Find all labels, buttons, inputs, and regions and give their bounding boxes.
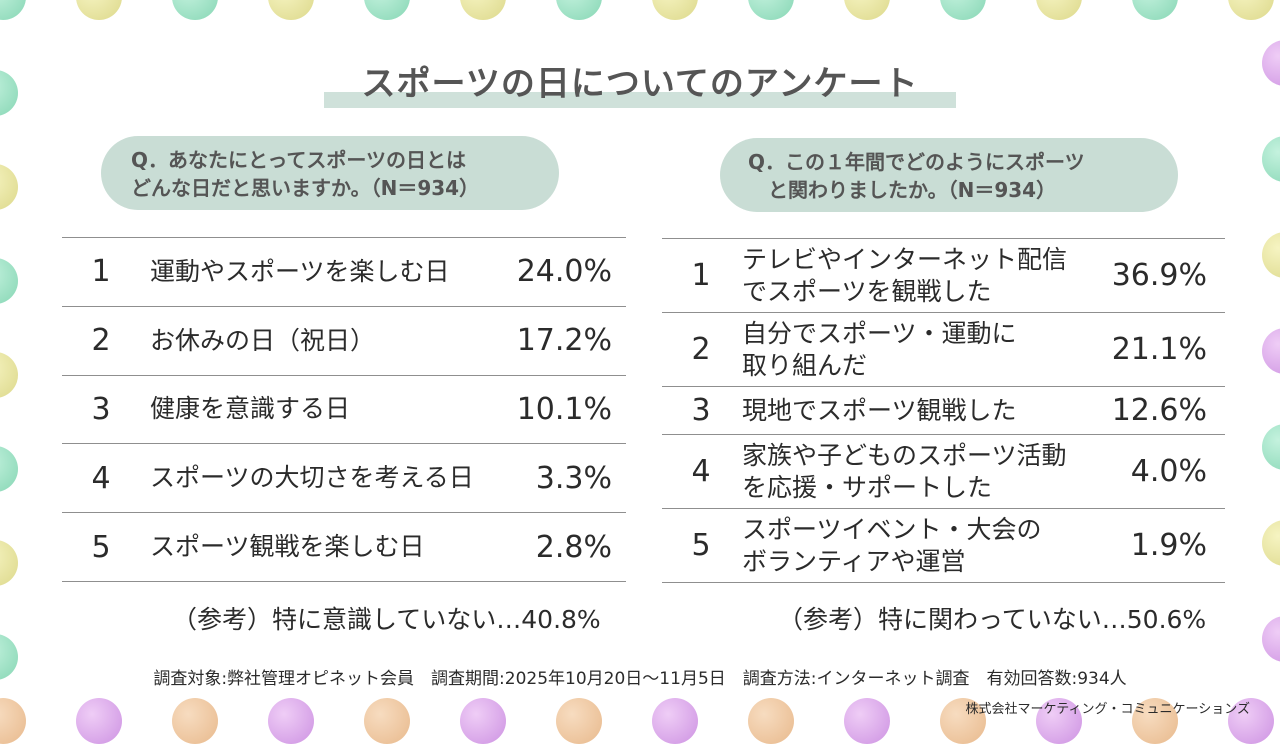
answer-label: 現地でスポーツ観戦した	[742, 395, 1017, 425]
rank-number: 5	[91, 529, 111, 565]
decorative-dot	[1228, 0, 1274, 20]
decorative-dot	[76, 698, 122, 744]
answer-percentage: 10.1%	[516, 391, 612, 427]
ranking-table-left: 1 運動やスポーツを楽しむ日 24.0% 2 お休みの日（祝日） 17.2% 3…	[62, 237, 626, 582]
decorative-dot	[1262, 424, 1280, 470]
decorative-dot	[0, 164, 18, 210]
table-row: 4 スポーツの大切さを考える日 3.3%	[62, 444, 626, 514]
answer-percentage: 12.6%	[1111, 393, 1207, 428]
decorative-dot	[1262, 232, 1280, 278]
decorative-dot	[1262, 40, 1280, 86]
title-underline-band	[324, 92, 956, 108]
answer-label: スポーツ観戦を楽しむ日	[150, 532, 425, 562]
answer-percentage: 2.8%	[535, 529, 612, 565]
decorative-dot	[556, 698, 602, 744]
decorative-dot	[1036, 0, 1082, 20]
table-row: 5 スポーツイベント・大会の ボランティアや運営 1.9%	[662, 509, 1225, 583]
decorative-dot	[844, 698, 890, 744]
answer-label: 運動やスポーツを楽しむ日	[150, 256, 450, 286]
decorative-dot	[748, 698, 794, 744]
answer-label: スポーツイベント・大会の ボランティアや運営	[742, 514, 1042, 576]
question-left: Q．あなたにとってスポーツの日とは どんな日だと思いますか。（N＝934）	[101, 136, 559, 210]
decorative-dot	[748, 0, 794, 20]
rank-number: 3	[91, 391, 111, 427]
decorative-dot	[172, 698, 218, 744]
decorative-dot	[652, 0, 698, 20]
rank-number: 4	[691, 454, 711, 489]
answer-label: お休みの日（祝日）	[150, 325, 376, 355]
table-row: 5 スポーツ観戦を楽しむ日 2.8%	[62, 513, 626, 582]
answer-label: テレビやインターネット配信 でスポーツを観戦した	[742, 244, 1068, 306]
answer-percentage: 36.9%	[1111, 258, 1207, 293]
decorative-dot	[0, 634, 18, 680]
table-row: 1 運動やスポーツを楽しむ日 24.0%	[62, 238, 626, 307]
decorative-dot	[0, 698, 26, 744]
survey-details: 調査対象:弊社管理オピネット会員 調査期間:2025年10月20日〜11月5日 …	[153, 669, 1127, 689]
table-row: 4 家族や子どものスポーツ活動 を応援・サポートした 4.0%	[662, 435, 1225, 509]
decorative-dot	[1262, 136, 1280, 182]
answer-percentage: 24.0%	[516, 254, 612, 290]
decorative-dot	[1262, 328, 1280, 374]
decorative-dot	[0, 0, 26, 20]
table-row: 2 お休みの日（祝日） 17.2%	[62, 307, 626, 376]
decorative-dot	[172, 0, 218, 20]
reference-note-right: （参考）特に関わっていない…50.6%	[778, 605, 1207, 634]
decorative-dot	[0, 540, 18, 586]
rank-number: 5	[691, 528, 711, 563]
ranking-table-right: 1 テレビやインターネット配信 でスポーツを観戦した 36.9% 2 自分でスポ…	[662, 238, 1225, 583]
decorative-dot	[1132, 0, 1178, 20]
rank-number: 1	[691, 258, 711, 293]
decorative-dot	[460, 0, 506, 20]
decorative-dot	[460, 698, 506, 744]
table-row: 3 健康を意識する日 10.1%	[62, 376, 626, 445]
rank-number: 2	[91, 323, 111, 359]
decorative-dot	[268, 0, 314, 20]
answer-percentage: 4.0%	[1130, 454, 1207, 489]
decorative-dot	[652, 698, 698, 744]
decorative-dot	[0, 446, 18, 492]
answer-label: 家族や子どものスポーツ活動 を応援・サポートした	[742, 440, 1067, 502]
answer-label: スポーツの大切さを考える日	[150, 463, 474, 493]
rank-number: 3	[691, 393, 711, 428]
answer-percentage: 21.1%	[1111, 332, 1207, 367]
decorative-dot	[364, 698, 410, 744]
question-right: Q．この１年間でどのようにスポーツ と関わりましたか。（N＝934）	[720, 138, 1178, 212]
decorative-dot	[0, 70, 18, 116]
answer-percentage: 3.3%	[535, 460, 612, 496]
answer-percentage: 1.9%	[1130, 528, 1207, 563]
decorative-dot	[0, 352, 18, 398]
rank-number: 2	[691, 332, 711, 367]
decorative-dot	[364, 0, 410, 20]
answer-percentage: 17.2%	[516, 323, 612, 359]
reference-note-left: （参考）特に意識していない…40.8%	[172, 605, 601, 634]
table-row: 1 テレビやインターネット配信 でスポーツを観戦した 36.9%	[662, 239, 1225, 313]
page-title: スポーツの日についてのアンケート	[361, 64, 919, 104]
decorative-dot	[268, 698, 314, 744]
table-row: 2 自分でスポーツ・運動に 取り組んだ 21.1%	[662, 313, 1225, 387]
decorative-dot	[844, 0, 890, 20]
decorative-dot	[76, 0, 122, 20]
decorative-dot	[1262, 520, 1280, 566]
answer-label: 自分でスポーツ・運動に 取り組んだ	[742, 318, 1017, 380]
table-row: 3 現地でスポーツ観戦した 12.6%	[662, 387, 1225, 435]
decorative-dot	[556, 0, 602, 20]
answer-label: 健康を意識する日	[150, 394, 351, 424]
rank-number: 1	[91, 254, 111, 290]
decorative-dot	[940, 0, 986, 20]
decorative-dot	[1262, 616, 1280, 662]
company-name: 株式会社マーケティング・コミュニケーションズ	[965, 702, 1250, 717]
rank-number: 4	[91, 460, 111, 496]
decorative-dot	[0, 258, 18, 304]
